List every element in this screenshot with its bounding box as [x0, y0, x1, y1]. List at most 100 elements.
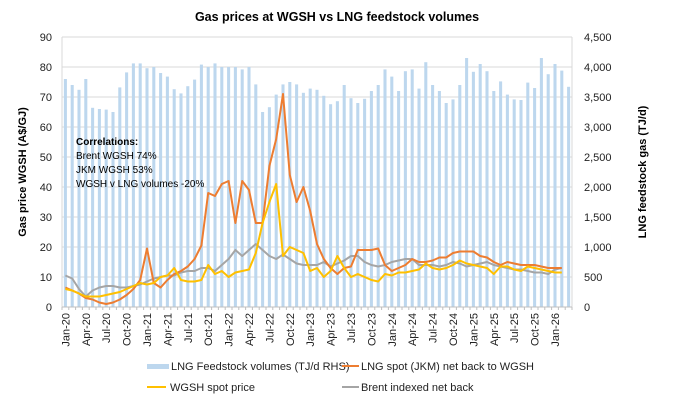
y2-tick-label: 2,000	[584, 182, 612, 194]
bar	[560, 70, 564, 307]
bar	[315, 89, 319, 307]
y2-tick-label: 1,500	[584, 212, 612, 224]
bar	[410, 69, 414, 308]
bar	[499, 81, 503, 308]
bar	[356, 103, 360, 307]
bar	[383, 69, 387, 308]
bar	[363, 98, 367, 307]
bar	[505, 94, 509, 307]
bar	[567, 86, 571, 307]
bar	[376, 85, 380, 307]
bar	[390, 76, 394, 307]
bar	[424, 62, 428, 308]
x-tick-label: Oct-20	[122, 313, 134, 346]
x-tick-label: Oct-25	[530, 313, 542, 346]
bar	[349, 98, 353, 307]
x-tick-label: Oct-23	[366, 313, 378, 346]
bar	[308, 88, 312, 307]
bar	[288, 82, 292, 307]
x-tick-label: Jan-21	[142, 313, 154, 347]
bar	[533, 88, 537, 307]
bar	[301, 92, 305, 307]
bar	[478, 64, 482, 307]
bar	[526, 82, 530, 307]
bar	[70, 85, 74, 307]
x-tick-label: Jan-22	[224, 313, 236, 347]
bar	[342, 85, 346, 307]
y-tick-label: 90	[40, 32, 52, 44]
bar-series-lng-feedstock	[63, 58, 571, 308]
x-tick-label: Jan-26	[550, 313, 562, 347]
y-tick-label: 20	[40, 242, 52, 254]
bar	[335, 101, 339, 307]
x-tick-label: Apr-21	[162, 313, 174, 346]
y-axis-right: 0 500 1,000 1,500 2,000 2,500 3,000 3,500 4,000 4…	[584, 32, 612, 314]
legend-item-lng-feedstock: LNG Feedstock volumes (TJ/d RHS)	[147, 361, 350, 373]
bar	[159, 73, 163, 307]
x-tick-label: Jul-25	[509, 313, 521, 343]
bar	[179, 93, 183, 308]
legend-label: LNG spot (JKM) net back to WGSH	[361, 361, 534, 373]
bar	[138, 63, 142, 308]
bar	[118, 87, 122, 308]
bar	[152, 67, 156, 307]
x-axis: Jan-20 Apr-20 Jul-20 Oct-20 Jan-21 Apr-21 Jul-…	[60, 306, 573, 347]
y-axis-title: Gas price WGSH (A$/GJ)	[17, 107, 29, 237]
y2-tick-label: 1,000	[584, 242, 612, 254]
annotation-line: WGSH v LNG volumes -20%	[76, 179, 204, 190]
x-tick-label: Jul-22	[264, 313, 276, 343]
bar	[199, 64, 203, 307]
y2-tick-label: 4,000	[584, 62, 612, 74]
y2-tick-label: 3,000	[584, 122, 612, 134]
bar	[444, 103, 448, 307]
legend: LNG Feedstock volumes (TJ/d RHS) LNG spo…	[147, 361, 534, 394]
bar	[397, 91, 401, 307]
y-tick-label: 30	[40, 212, 52, 224]
bar	[329, 104, 333, 307]
y-tick-label: 50	[40, 152, 52, 164]
bar	[254, 84, 258, 308]
bar	[193, 79, 197, 307]
bar	[145, 68, 149, 307]
bar	[261, 112, 265, 307]
x-tick-label: Apr-20	[81, 313, 93, 346]
bar	[281, 84, 285, 308]
bar	[165, 76, 169, 307]
bar	[77, 89, 81, 307]
y-tick-label: 0	[46, 302, 52, 314]
legend-item-wgsh: WGSH spot price	[147, 382, 255, 394]
bar	[471, 71, 475, 307]
bar	[125, 72, 129, 308]
bar	[247, 67, 251, 307]
legend-label: WGSH spot price	[170, 382, 255, 394]
x-tick-label: Jul-20	[101, 313, 113, 343]
y2-tick-label: 2,500	[584, 152, 612, 164]
bar	[274, 94, 278, 307]
bar	[546, 74, 550, 307]
x-tick-label: Jul-21	[183, 313, 195, 343]
x-tick-label: Oct-22	[285, 313, 297, 346]
x-tick-label: Jan-23	[305, 313, 317, 347]
bar	[97, 109, 101, 307]
x-tick-label: Jan-25	[468, 313, 480, 347]
y-axis-left: 0 10 20 30 40 50 60 70 80 90	[40, 32, 52, 314]
bar	[458, 85, 462, 307]
bar	[417, 88, 421, 307]
annotation-line: JKM WGSH 53%	[76, 165, 153, 176]
bar	[84, 79, 88, 307]
bar	[553, 64, 557, 307]
bar	[403, 71, 407, 307]
line-brent-indexed-net-back	[64, 243, 563, 298]
bar	[465, 58, 469, 307]
line-series-group	[64, 93, 563, 305]
bar	[172, 89, 176, 307]
x-tick-label: Oct-24	[448, 313, 460, 346]
bar	[322, 95, 326, 307]
bar	[512, 99, 516, 308]
bar	[91, 107, 95, 307]
legend-swatch-bar	[147, 364, 169, 369]
bar	[267, 107, 271, 307]
y2-tick-label: 0	[584, 302, 590, 314]
bar	[206, 67, 210, 307]
